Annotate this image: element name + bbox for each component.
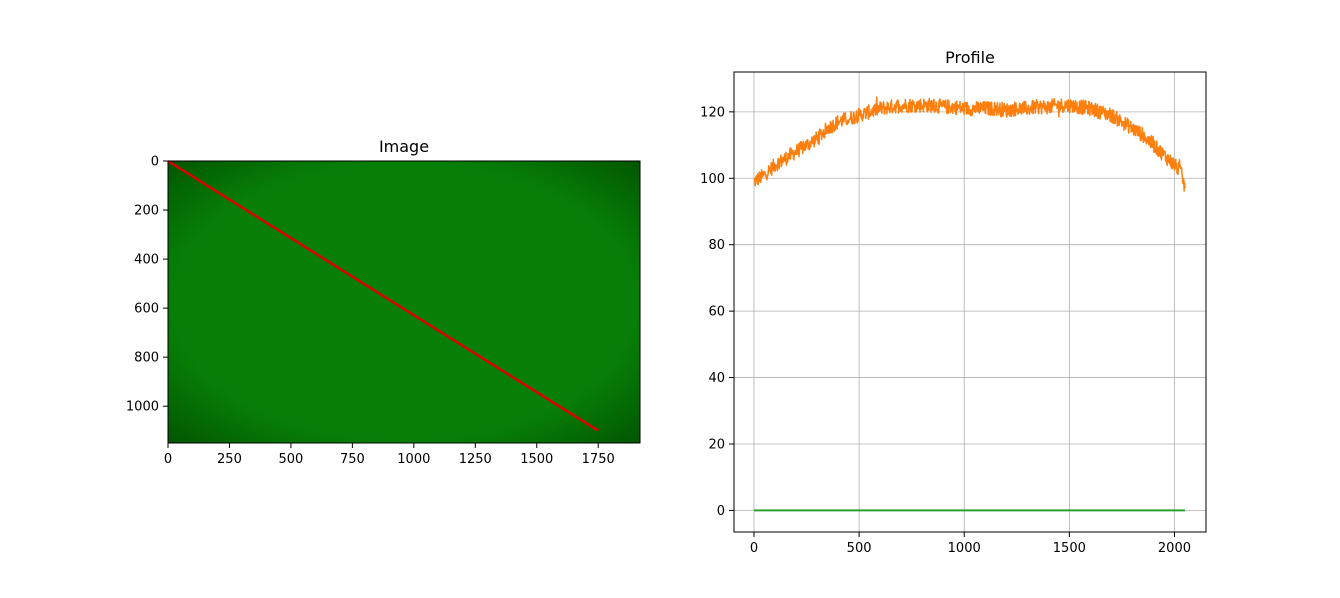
- image-y-ticks: 0 200 400 600 800 1000: [126, 155, 168, 415]
- profile-grid: [734, 72, 1206, 532]
- image-x-tick-label: 500: [279, 452, 304, 467]
- profile-x-tick-label: 0: [750, 541, 758, 556]
- image-raster: [168, 161, 640, 443]
- image-overlay-line: [167, 159, 599, 432]
- profile-y-tick-label: 40: [708, 371, 725, 386]
- image-x-tick-label: 250: [217, 452, 242, 467]
- image-y-tick-label: 1000: [126, 400, 159, 415]
- profile-y-tick-label: 60: [708, 305, 725, 320]
- profile-y-tick-label: 120: [700, 105, 725, 120]
- profile-series-line-0: [753, 96, 1186, 192]
- image-x-tick-label: 1250: [459, 452, 492, 467]
- image-panel: Image 0 250 500 750 1000 1250 1500 1750 0 200 400…: [126, 137, 641, 467]
- profile-y-tick-label: 80: [708, 238, 725, 253]
- profile-series-group: [753, 96, 1186, 512]
- image-title: Image: [379, 137, 429, 156]
- image-x-tick-label: 1750: [582, 452, 615, 467]
- image-y-tick-label: 200: [134, 204, 159, 219]
- image-axes-frame: [167, 160, 641, 444]
- profile-y-tick-label: 100: [700, 172, 725, 187]
- image-y-tick-label: 800: [134, 351, 159, 366]
- profile-axes-frame: [733, 71, 1207, 533]
- profile-y-tick-label: 0: [717, 504, 725, 519]
- image-y-tick-label: 0: [151, 155, 159, 170]
- profile-x-tick-label: 2000: [1158, 541, 1191, 556]
- image-y-tick-label: 400: [134, 253, 159, 268]
- profile-x-ticks: 0 500 1000 1500 2000: [750, 532, 1191, 556]
- image-x-tick-label: 750: [340, 452, 365, 467]
- image-y-tick-label: 600: [134, 302, 159, 317]
- profile-x-tick-label: 1500: [1053, 541, 1086, 556]
- image-x-tick-label: 1500: [520, 452, 553, 467]
- profile-title: Profile: [945, 48, 995, 67]
- profile-panel: Profile 0 500 1000 1500 2000 0 20 40 60 80 100 120: [700, 48, 1207, 556]
- profile-x-tick-label: 1000: [948, 541, 981, 556]
- image-x-tick-label: 0: [164, 452, 172, 467]
- profile-y-tick-label: 20: [708, 437, 725, 452]
- image-x-tick-label: 1000: [397, 452, 430, 467]
- profile-x-tick-label: 500: [847, 541, 872, 556]
- image-x-ticks: 0 250 500 750 1000 1250 1500 1750: [164, 443, 615, 467]
- profile-y-ticks: 0 20 40 60 80 100 120: [700, 105, 734, 519]
